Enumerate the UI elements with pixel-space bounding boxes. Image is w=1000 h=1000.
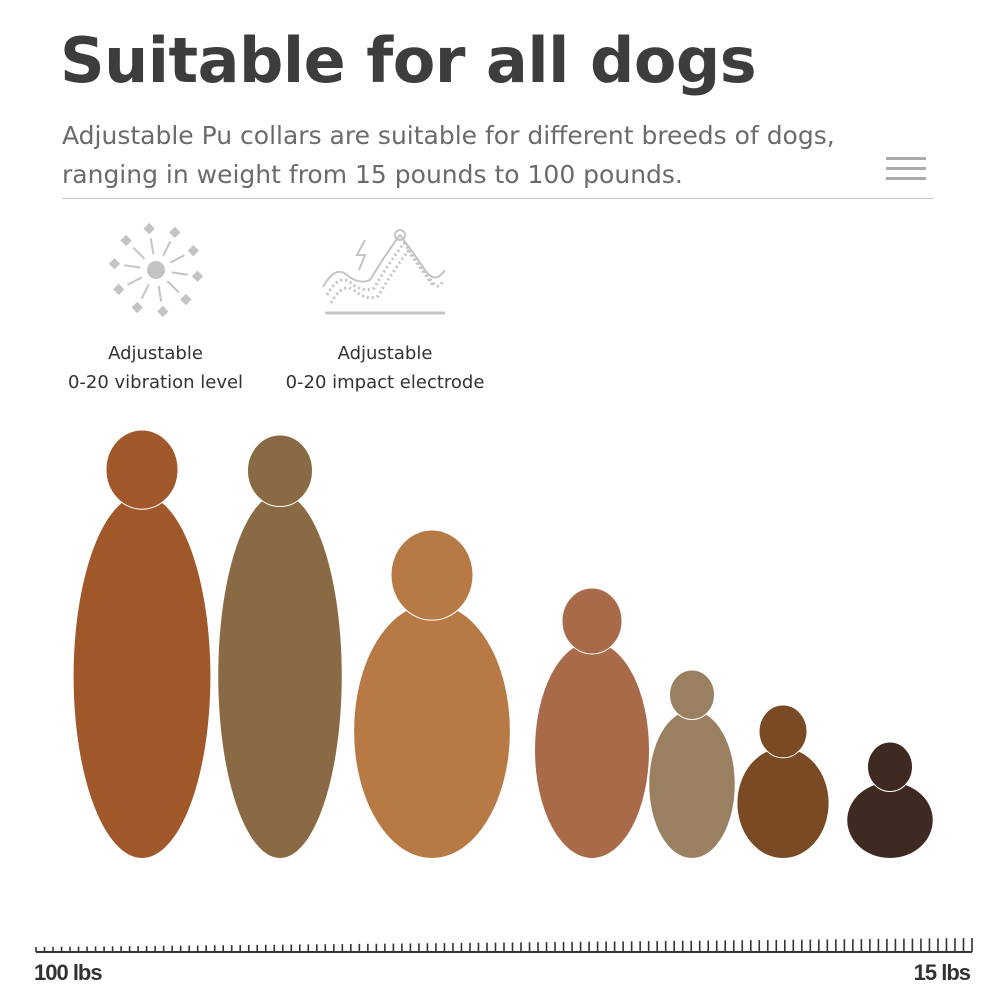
divider [62,198,933,199]
dog-4 [535,587,649,858]
page-title: Suitable for all dogs [60,24,757,97]
feature-line-1: Adjustable [108,343,203,364]
dog-7 [847,741,933,858]
feature-line-2: 0-20 impact electrode [285,372,485,393]
dog-2 [218,434,342,858]
scale-left-label: 100 lbs [34,960,103,985]
feature-line-1: Adjustable [337,343,433,364]
scale-right-label: 15 lbs [913,960,971,985]
dog-1 [73,429,211,858]
feature-impact-electrode: Adjustable 0-20 impact electrode [280,215,490,397]
dog-3 [354,529,510,858]
dog-6 [737,704,829,858]
weight-scale-ruler [35,938,973,953]
vibration-icon [108,222,203,318]
impact-electrode-icon [322,229,446,315]
feature-line-2: 0-20 vibration level [67,372,244,393]
subtitle-line-1: Adjustable Pu collars are suitable for d… [62,121,835,150]
subtitle-line-2: ranging in weight from 15 pounds to 100 … [62,160,683,189]
subtitle: Adjustable Pu collars are suitable for d… [62,116,882,194]
feature-vibration: Adjustable 0-20 vibration level [58,215,253,397]
dog-5 [649,669,735,858]
hamburger-menu-icon[interactable] [886,157,926,181]
dogs-lineup-image [73,429,933,858]
